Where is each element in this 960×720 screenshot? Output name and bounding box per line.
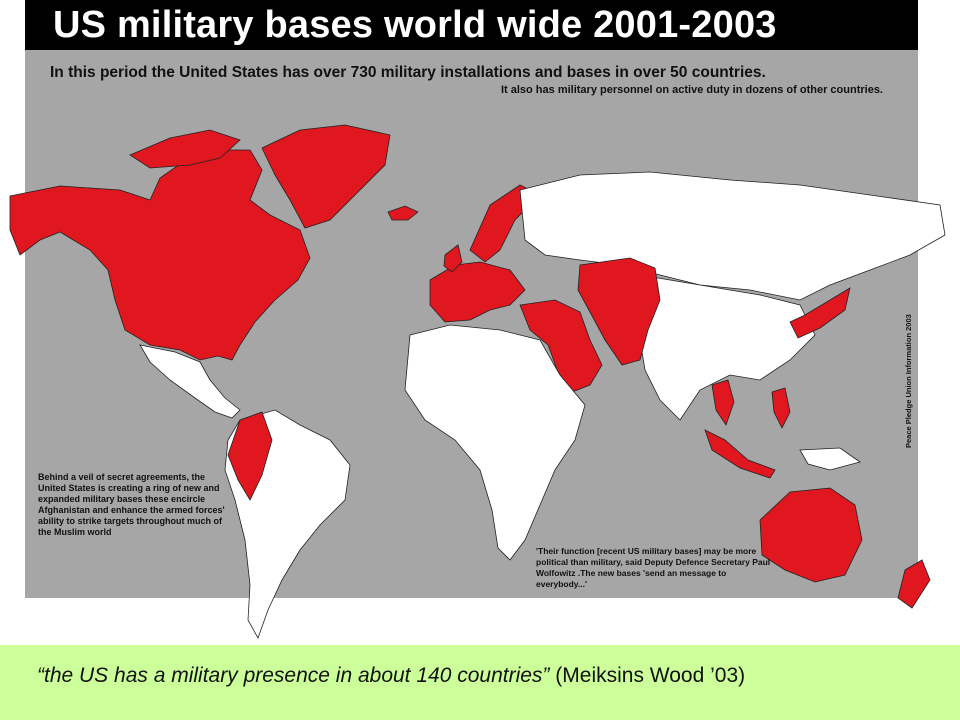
- western-europe: [429, 261, 526, 323]
- philippines: [771, 387, 791, 429]
- greenland: [261, 124, 391, 229]
- quote: “the US has a military presence in about…: [37, 664, 550, 687]
- citation: (Meiksins Wood ’03): [555, 664, 746, 687]
- mexico: [139, 344, 241, 419]
- colombia-peru: [227, 411, 273, 501]
- japan-korea: [789, 287, 851, 339]
- uk: [443, 244, 463, 273]
- quote-band: [0, 645, 960, 720]
- arabia-turkey-bases: [519, 299, 603, 393]
- new-zealand: [897, 559, 931, 609]
- subtitle-line-1: In this period the United States has ove…: [50, 64, 766, 81]
- new-guinea-area: [799, 447, 861, 471]
- subtitle-line-2: It also has military personnel on active…: [500, 84, 883, 96]
- africa: [404, 324, 586, 561]
- central-asia-bases: [577, 257, 661, 366]
- canada-arctic-islands: [129, 129, 241, 169]
- credit-text: Peace Pledge Union Information 2003: [904, 314, 913, 448]
- thailand: [711, 379, 735, 426]
- russia: [519, 171, 946, 301]
- note-right: 'Their function [recent US military base…: [536, 546, 771, 589]
- quote-line: “the US has a military presence in about…: [37, 664, 745, 688]
- australia: [759, 487, 863, 583]
- alaska-canada-usa-region: [9, 149, 311, 361]
- note-left: Behind a veil of secret agreements, the …: [38, 472, 225, 537]
- indonesia: [704, 429, 776, 479]
- map-title: US military bases world wide 2001-2003: [25, 0, 918, 50]
- iceland: [387, 205, 419, 221]
